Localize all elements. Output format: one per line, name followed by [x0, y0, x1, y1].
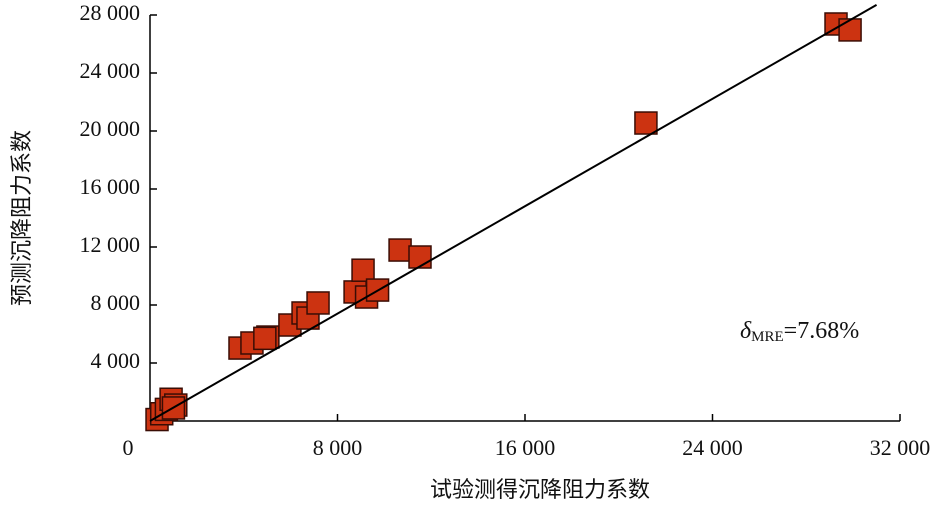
y-axis-label: 预测沉降阻力系数 [9, 130, 34, 306]
annotation-text: =7.68% [784, 318, 860, 344]
fit-line [149, 3, 878, 422]
annotation: δMRE=7.68% [740, 318, 859, 346]
y-tick-label: 24 000 [80, 58, 141, 83]
x-tick-label: 24 000 [682, 435, 743, 460]
y-tick-label: 12 000 [80, 232, 141, 257]
x-tick-label: 32 000 [870, 435, 931, 460]
x-tick-label: 16 000 [495, 435, 556, 460]
y-tick-label: 8 000 [91, 290, 141, 315]
point [408, 245, 432, 269]
y-tick-label: 4 000 [91, 348, 141, 373]
annotation-subscript: MRE [751, 329, 784, 345]
y-tick-label: 16 000 [80, 174, 141, 199]
y-tick-label: 20 000 [80, 116, 141, 141]
x-tick-label: 0 [123, 435, 134, 460]
point [306, 291, 330, 315]
point [351, 258, 375, 282]
x-axis-label: 试验测得沉降阻力系数 [430, 477, 650, 502]
x-tick-label: 8 000 [313, 435, 363, 460]
annotation-symbol: δ [740, 318, 752, 344]
point [253, 326, 277, 351]
point [838, 18, 862, 42]
y-tick-label: 28 000 [80, 0, 141, 25]
point [388, 238, 412, 262]
point [634, 111, 658, 135]
